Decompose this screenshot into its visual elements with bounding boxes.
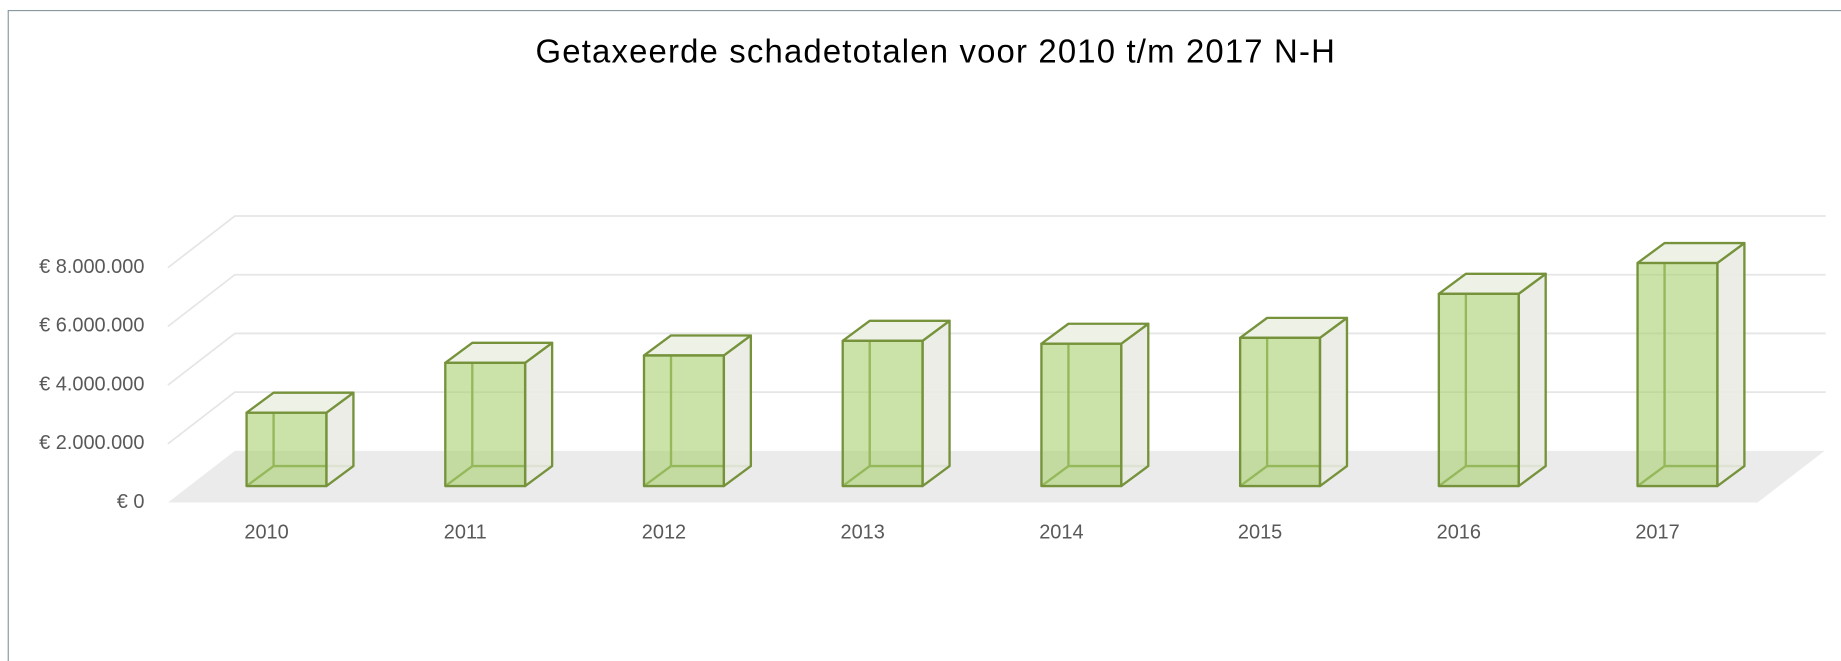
x-tick-label: 2016 (1437, 521, 1481, 543)
bar-side (1517, 272, 1547, 488)
grid-line (167, 215, 1826, 269)
bar (245, 411, 328, 488)
x-tick-label: 2015 (1238, 521, 1282, 543)
y-tick-label: € 2.000.000 (39, 432, 144, 454)
y-tick-label: € 8.000.000 (39, 256, 144, 278)
chart-title: Getaxeerde schadetotalen voor 2010 t/m 2… (536, 33, 1336, 70)
y-tick-label: € 0 (117, 491, 145, 513)
bar (1437, 292, 1520, 488)
bar-side (921, 319, 951, 488)
x-tick-label: 2013 (840, 521, 884, 543)
bar (444, 361, 527, 488)
x-tick-label: 2011 (444, 521, 487, 543)
grid-line (167, 273, 1826, 328)
x-tick-label: 2010 (244, 521, 288, 543)
bar (1040, 342, 1123, 488)
bar-side (1716, 241, 1746, 488)
y-tick-label: € 6.000.000 (39, 315, 144, 337)
floor (167, 450, 1825, 503)
bar-side (1120, 322, 1150, 488)
y-tick-label: € 4.000.000 (39, 373, 144, 395)
bar-side (523, 341, 554, 488)
x-tick-label: 2014 (1039, 521, 1083, 543)
x-tick-label: 2017 (1635, 521, 1679, 543)
bar-side (1318, 316, 1349, 488)
bar (1238, 336, 1322, 488)
bar (642, 354, 726, 488)
bar (841, 339, 924, 488)
bar-side (722, 334, 753, 488)
x-tick-label: 2012 (642, 521, 686, 543)
bar (1636, 261, 1719, 488)
